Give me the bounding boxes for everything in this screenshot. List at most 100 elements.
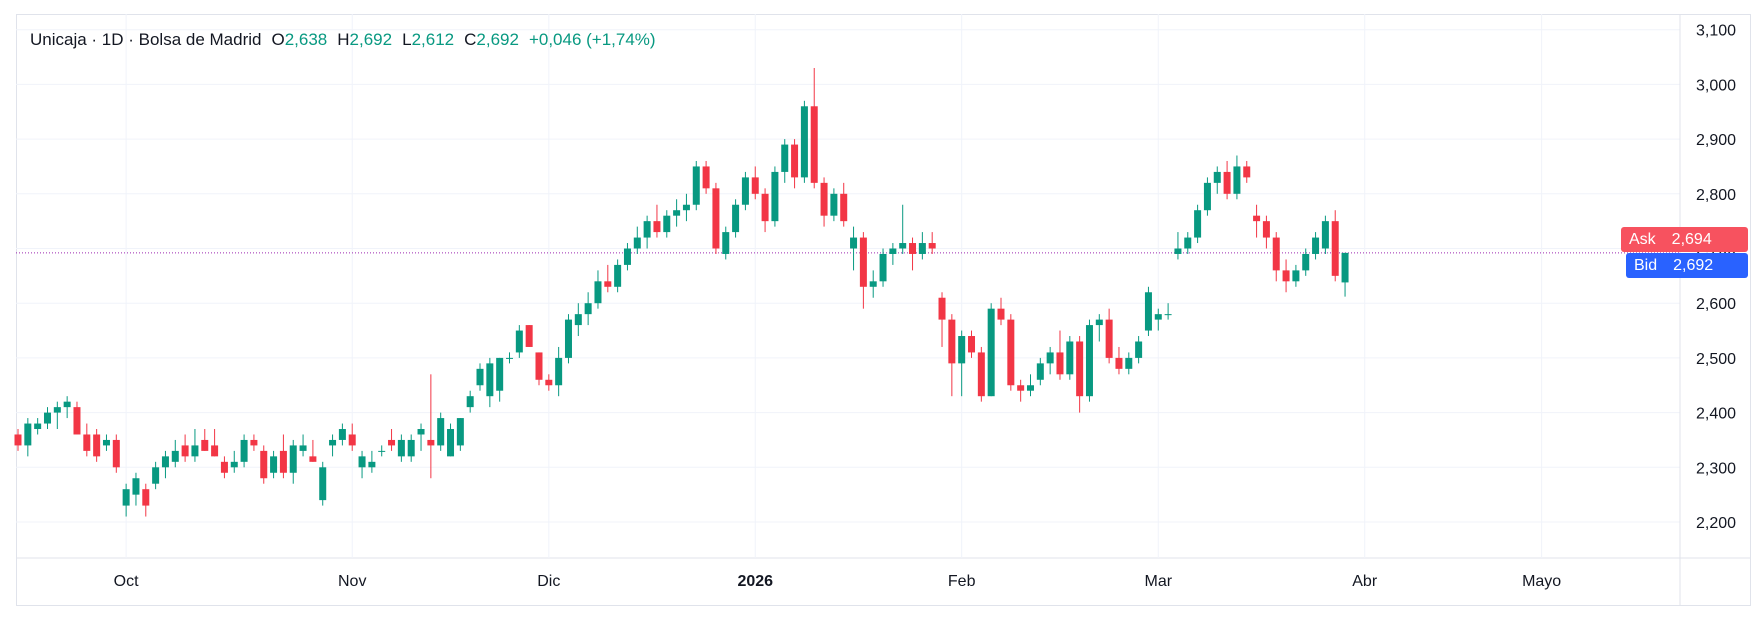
candle-up — [889, 243, 897, 265]
candle-body — [948, 319, 956, 364]
candle-body — [938, 297, 946, 320]
candle-down — [1331, 210, 1339, 282]
candle-body — [918, 243, 926, 254]
candle-up — [771, 166, 779, 227]
candle-up — [1174, 232, 1182, 260]
candle-body — [368, 461, 376, 468]
bid-value: 2,692 — [1673, 256, 1714, 274]
candle-up — [378, 445, 386, 457]
candle-body — [1302, 253, 1310, 271]
candle-body — [299, 445, 307, 451]
candle-body — [535, 352, 543, 380]
candle-up — [633, 226, 641, 254]
candle-body — [24, 423, 32, 446]
candle-body — [692, 166, 700, 205]
candle-up — [289, 439, 297, 484]
candle-body — [574, 314, 582, 326]
candle-body — [1046, 352, 1054, 364]
candle-up — [240, 434, 248, 468]
candle-body — [751, 177, 759, 194]
candle-up — [338, 423, 346, 446]
candle-up — [869, 270, 877, 298]
candle-body — [1056, 352, 1064, 375]
candle-up — [673, 199, 681, 227]
candle-down — [1105, 308, 1113, 364]
candle-down — [112, 434, 120, 473]
candle-body — [545, 379, 553, 386]
time-tick-label: Mar — [1144, 573, 1172, 590]
candle-body — [899, 243, 907, 249]
candle-body — [93, 434, 101, 457]
candle-up — [161, 450, 169, 479]
candle-up — [122, 483, 130, 517]
candle-up — [230, 450, 238, 473]
symbol-name: Unicaja · 1D · Bolsa de Madrid — [30, 30, 262, 49]
ask-value: 2,694 — [1671, 230, 1712, 248]
candle-body — [889, 248, 897, 254]
candle-up — [623, 243, 631, 271]
price-tick-label: 3,000 — [1696, 77, 1736, 94]
bid-label: Bid — [1634, 256, 1658, 274]
candle-down — [1115, 346, 1123, 375]
low-value: 2,612 — [411, 30, 455, 49]
candle-down — [968, 330, 976, 358]
candle-body — [309, 456, 317, 462]
candle-body — [1194, 210, 1202, 238]
candle-down — [250, 434, 258, 451]
candle-body — [506, 357, 513, 359]
candle-body — [1026, 385, 1034, 391]
candle-up — [515, 325, 523, 358]
candle-up — [152, 461, 160, 490]
time-tick-label: Nov — [338, 573, 366, 590]
candle-up — [741, 171, 749, 211]
candle-body — [1007, 319, 1015, 386]
candle-down — [1253, 204, 1261, 238]
candle-up — [1213, 166, 1221, 194]
candle-body — [486, 363, 494, 397]
candle-body — [673, 210, 681, 216]
candle-body — [712, 188, 720, 249]
candle-body — [437, 418, 445, 446]
candle-body — [329, 439, 337, 446]
candle-up — [368, 450, 376, 473]
candle-down — [181, 434, 189, 462]
candle-body — [1066, 341, 1074, 375]
candle-down — [220, 456, 228, 479]
candle-body — [761, 193, 769, 222]
price-tick-label: 2,900 — [1696, 132, 1736, 149]
candle-body — [653, 221, 661, 233]
candle-body — [623, 248, 631, 265]
candle-body — [43, 412, 51, 424]
candle-body — [230, 461, 238, 468]
candle-body — [338, 429, 346, 440]
candle-body — [869, 281, 877, 287]
candle-body — [564, 319, 572, 358]
candle-body — [682, 204, 690, 211]
candle-body — [201, 439, 209, 451]
candle-body — [1184, 237, 1192, 249]
candle-body — [781, 144, 789, 172]
candle-body — [102, 439, 110, 446]
candle-up — [1144, 286, 1152, 337]
candle-body — [909, 243, 917, 254]
candle-down — [997, 297, 1005, 326]
candle-up — [299, 434, 307, 457]
candle-body — [1262, 221, 1270, 238]
candle-down — [201, 429, 209, 451]
candle-body — [447, 429, 455, 457]
time-axis[interactable]: Oct Nov Dic 2026 Feb Mar Abr Mayo — [114, 573, 1562, 590]
candle-up — [1194, 204, 1202, 244]
candle-up — [270, 450, 278, 479]
candle-up — [102, 434, 110, 451]
candle-body — [279, 450, 287, 473]
candle-body — [1164, 314, 1172, 316]
candle-up — [1341, 252, 1349, 297]
candle-down — [388, 429, 396, 451]
candle-body — [1321, 221, 1329, 249]
candle-body — [555, 357, 563, 386]
candle-down — [859, 232, 867, 309]
candle-body — [771, 171, 779, 222]
candle-up — [397, 434, 405, 462]
candle-up — [53, 401, 61, 430]
